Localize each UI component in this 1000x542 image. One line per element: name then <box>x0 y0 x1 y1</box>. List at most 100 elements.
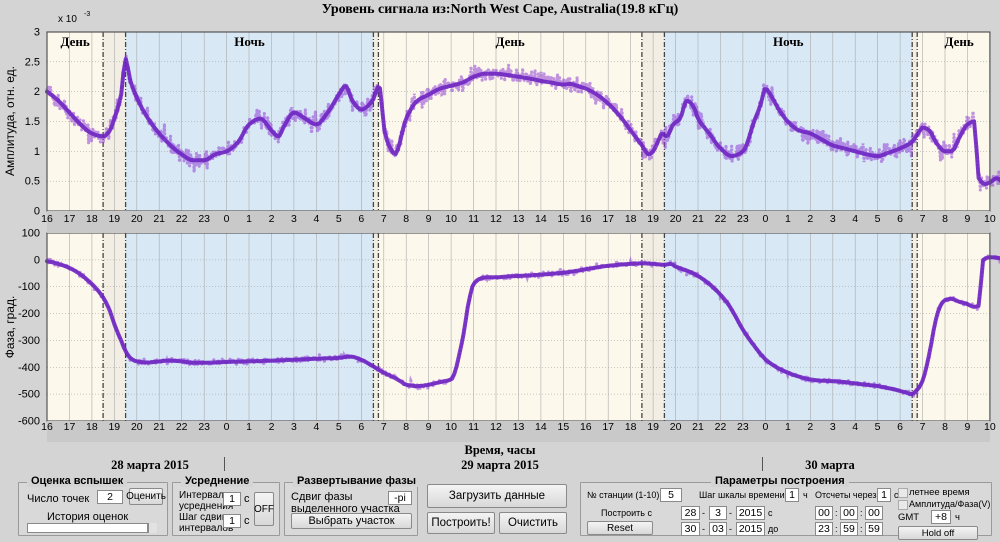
svg-text:1: 1 <box>246 213 252 225</box>
svg-text:20: 20 <box>670 213 682 225</box>
svg-text:-400: -400 <box>18 362 40 374</box>
svg-text:2: 2 <box>269 213 275 225</box>
svg-text:18: 18 <box>625 421 637 433</box>
svg-text:21: 21 <box>692 213 704 225</box>
svg-text:19: 19 <box>647 213 659 225</box>
svg-text:7: 7 <box>381 421 387 433</box>
svg-text:23: 23 <box>198 213 210 225</box>
svg-text:18: 18 <box>86 421 98 433</box>
svg-text:11: 11 <box>468 421 479 433</box>
svg-text:-200: -200 <box>18 308 40 320</box>
svg-text:22: 22 <box>715 421 727 433</box>
svg-text:17: 17 <box>602 213 614 225</box>
svg-text:4: 4 <box>313 213 319 225</box>
svg-text:5: 5 <box>875 213 881 225</box>
svg-text:2.5: 2.5 <box>25 56 40 68</box>
svg-text:22: 22 <box>715 213 727 225</box>
svg-text:19: 19 <box>108 421 120 433</box>
svg-text:12: 12 <box>490 421 502 433</box>
svg-text:9: 9 <box>426 213 432 225</box>
svg-text:16: 16 <box>580 213 592 225</box>
svg-text:1: 1 <box>34 146 40 158</box>
svg-text:19: 19 <box>108 213 120 225</box>
svg-text:8: 8 <box>403 421 409 433</box>
svg-text:10: 10 <box>445 213 457 225</box>
svg-text:21: 21 <box>692 421 704 433</box>
svg-text:10: 10 <box>984 421 996 433</box>
svg-text:0: 0 <box>224 421 230 433</box>
svg-text:23: 23 <box>198 421 210 433</box>
svg-text:8: 8 <box>942 421 948 433</box>
svg-text:15: 15 <box>558 213 570 225</box>
svg-text:17: 17 <box>602 421 614 433</box>
svg-text:8: 8 <box>942 213 948 225</box>
svg-text:Амплитуда, отн. ед.: Амплитуда, отн. ед. <box>3 66 17 176</box>
svg-text:5: 5 <box>336 213 342 225</box>
svg-text:9: 9 <box>426 421 432 433</box>
svg-text:12: 12 <box>490 213 502 225</box>
svg-text:8: 8 <box>403 213 409 225</box>
svg-text:7: 7 <box>381 213 387 225</box>
svg-text:23: 23 <box>737 213 749 225</box>
svg-text:3: 3 <box>830 213 836 225</box>
svg-text:1: 1 <box>246 421 252 433</box>
svg-text:9: 9 <box>964 213 970 225</box>
svg-text:13: 13 <box>513 213 525 225</box>
svg-text:2: 2 <box>34 86 40 98</box>
svg-text:11: 11 <box>468 213 479 225</box>
svg-text:13: 13 <box>513 421 525 433</box>
svg-text:5: 5 <box>336 421 342 433</box>
svg-text:-500: -500 <box>18 389 40 401</box>
svg-text:Фаза, град.: Фаза, град. <box>3 296 17 359</box>
svg-text:20: 20 <box>131 213 143 225</box>
svg-text:6: 6 <box>897 213 903 225</box>
svg-text:6: 6 <box>897 421 903 433</box>
svg-text:20: 20 <box>670 421 682 433</box>
svg-text:14: 14 <box>535 421 547 433</box>
svg-text:2: 2 <box>269 421 275 433</box>
svg-text:17: 17 <box>64 421 76 433</box>
svg-text:23: 23 <box>737 421 749 433</box>
svg-text:15: 15 <box>558 421 570 433</box>
svg-text:7: 7 <box>920 421 926 433</box>
svg-text:18: 18 <box>625 213 637 225</box>
svg-text:16: 16 <box>580 421 592 433</box>
svg-text:4: 4 <box>852 421 858 433</box>
svg-text:0: 0 <box>34 254 40 266</box>
svg-text:-600: -600 <box>18 416 40 428</box>
svg-text:19: 19 <box>647 421 659 433</box>
svg-text:18: 18 <box>86 213 98 225</box>
svg-text:0: 0 <box>762 213 768 225</box>
svg-text:5: 5 <box>875 421 881 433</box>
svg-text:1: 1 <box>785 213 791 225</box>
svg-text:4: 4 <box>852 213 858 225</box>
svg-text:9: 9 <box>964 421 970 433</box>
svg-text:День: День <box>60 34 89 49</box>
svg-text:1.5: 1.5 <box>25 116 40 128</box>
svg-text:17: 17 <box>64 213 76 225</box>
svg-text:-100: -100 <box>18 281 40 293</box>
svg-text:6: 6 <box>358 421 364 433</box>
svg-text:10: 10 <box>445 421 457 433</box>
svg-text:1: 1 <box>785 421 791 433</box>
svg-text:22: 22 <box>176 213 188 225</box>
svg-text:10: 10 <box>984 213 996 225</box>
svg-text:2: 2 <box>807 213 813 225</box>
svg-text:21: 21 <box>153 213 165 225</box>
svg-text:День: День <box>944 34 973 49</box>
svg-text:6: 6 <box>358 213 364 225</box>
svg-text:4: 4 <box>313 421 319 433</box>
svg-text:0: 0 <box>762 421 768 433</box>
svg-text:3: 3 <box>291 421 297 433</box>
svg-text:0.5: 0.5 <box>25 176 40 188</box>
svg-text:3: 3 <box>34 27 40 39</box>
svg-text:16: 16 <box>41 213 53 225</box>
svg-text:7: 7 <box>920 213 926 225</box>
svg-text:16: 16 <box>41 421 53 433</box>
svg-text:День: День <box>495 34 524 49</box>
svg-text:22: 22 <box>176 421 188 433</box>
svg-text:0: 0 <box>224 213 230 225</box>
svg-text:21: 21 <box>153 421 165 433</box>
svg-text:Ночь: Ночь <box>773 34 804 49</box>
svg-text:3: 3 <box>291 213 297 225</box>
